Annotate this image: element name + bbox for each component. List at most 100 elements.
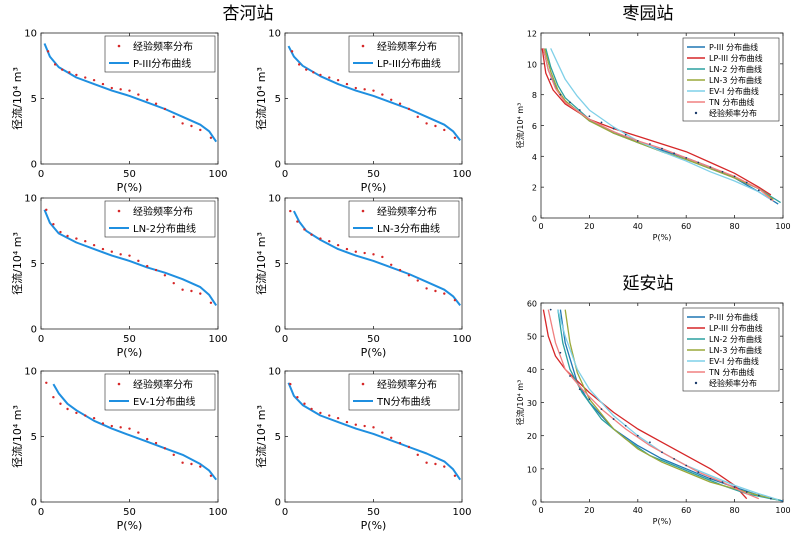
empirical-point <box>119 426 122 429</box>
series-line <box>543 48 774 201</box>
panel-xinghe-lp3: 0 50 100 0 5 10 P(%) 径流/10⁴ m³ 经验频率分布 LP-III分布曲线 <box>254 29 472 195</box>
fit-curve-line <box>52 383 217 481</box>
y-tick-label: 10 <box>24 367 37 378</box>
x-tick-label: 60 <box>681 222 691 231</box>
x-tick-label: 40 <box>633 506 643 515</box>
empirical-point <box>381 93 384 96</box>
empirical-point <box>146 264 149 268</box>
x-tick-label: 0 <box>282 169 288 180</box>
empirical-point <box>137 431 140 434</box>
y-tick-label: 4 <box>532 153 537 162</box>
empirical-point <box>363 251 366 255</box>
y-tick-label: 5 <box>31 432 37 443</box>
y-tick-label: 0 <box>31 325 37 336</box>
empirical-point <box>381 431 384 434</box>
empirical-point <box>685 156 688 159</box>
empirical-point <box>128 427 131 430</box>
legend-label: LP-III 分布曲线 <box>709 53 763 63</box>
empirical-point <box>697 161 700 164</box>
x-tick-label: 100 <box>208 169 227 180</box>
legend-empirical-marker <box>117 44 121 48</box>
empirical-point <box>119 253 122 256</box>
y-tick-label: 5 <box>31 259 37 270</box>
empirical-point <box>137 259 140 263</box>
empirical-point <box>163 107 167 111</box>
empirical-point <box>354 423 357 426</box>
panel-xinghe-tn: 0 50 100 0 5 10 P(%) 径流/10⁴ m³ 经验频率分布 TN分布曲线 <box>254 367 472 533</box>
empirical-point <box>443 128 446 132</box>
empirical-point <box>416 115 419 119</box>
empirical-point <box>770 497 772 500</box>
legend-label: EV-I 分布曲线 <box>709 86 759 96</box>
empirical-point <box>75 73 78 77</box>
legend-empirical-marker <box>117 382 121 386</box>
x-tick-label: 0 <box>282 507 288 518</box>
y-axis-label: 径流/10⁴ m³ <box>254 232 268 295</box>
legend-empirical-label: 经验频率分布 <box>133 378 193 391</box>
x-axis-label: P(%) <box>117 519 143 532</box>
y-tick-label: 5 <box>275 259 281 270</box>
y-axis-label: 径流/10⁴ m³ <box>10 405 24 468</box>
legend-label: LN-2 分布曲线 <box>709 64 762 74</box>
empirical-point <box>53 63 57 66</box>
title-zaoyuan: 枣园站 <box>623 4 674 24</box>
empirical-point <box>59 230 62 234</box>
x-axis-label: P(%) <box>361 519 387 532</box>
empirical-point <box>146 98 149 102</box>
empirical-point <box>372 253 375 256</box>
empirical-point <box>181 288 184 291</box>
empirical-point <box>416 453 419 457</box>
x-axis-label: P(%) <box>361 346 387 359</box>
empirical-point <box>319 73 322 77</box>
empirical-point <box>721 481 724 483</box>
legend-box <box>348 200 460 238</box>
x-tick-label: 0 <box>38 169 44 180</box>
legend-fit-label: TN分布曲线 <box>376 395 431 408</box>
y-tick-label: 12 <box>527 30 537 39</box>
y-tick-label: 0 <box>275 160 281 171</box>
legend-fit-label: LN-3分布曲线 <box>377 222 440 235</box>
y-axis-label: 径流/10⁴ m³ <box>10 67 24 130</box>
y-tick-label: 0 <box>532 499 537 508</box>
empirical-point <box>163 447 167 450</box>
series-line <box>541 48 772 196</box>
empirical-point <box>199 465 202 468</box>
empirical-point <box>289 382 292 386</box>
empirical-point <box>75 411 78 415</box>
empirical-point <box>199 292 202 295</box>
empirical-point <box>101 422 105 425</box>
empirical-point <box>354 250 357 253</box>
legend-label: LN-3 分布曲线 <box>709 75 762 85</box>
x-tick-label: 50 <box>367 334 380 345</box>
x-tick-label: 20 <box>584 506 594 515</box>
empirical-point <box>559 351 562 354</box>
empirical-point <box>559 93 562 96</box>
empirical-point <box>110 250 114 253</box>
empirical-point <box>398 441 402 445</box>
empirical-point <box>128 89 131 92</box>
x-tick-label: 50 <box>123 507 136 518</box>
x-tick-label: 100 <box>208 507 227 518</box>
empirical-point <box>296 220 299 223</box>
empirical-point <box>319 237 322 240</box>
empirical-point <box>336 243 340 247</box>
legend-box <box>348 373 460 411</box>
title-xinghe: 杏河站 <box>223 4 274 24</box>
empirical-point <box>336 416 340 420</box>
legend-label: P-III 分布曲线 <box>709 312 758 322</box>
empirical-point <box>172 453 175 457</box>
empirical-point <box>61 68 64 71</box>
legend-empirical-marker <box>361 209 365 213</box>
legend-label: EV-I 分布曲线 <box>709 356 759 366</box>
empirical-point <box>416 279 419 282</box>
empirical-point <box>578 388 581 391</box>
legend-label: LN-3 分布曲线 <box>709 345 762 355</box>
legend-empirical-marker <box>361 44 365 48</box>
empirical-point <box>588 398 591 401</box>
legend-empirical-label: 经验频率分布 <box>709 378 757 388</box>
empirical-point <box>363 88 366 91</box>
empirical-point <box>390 263 393 267</box>
empirical-point <box>600 121 603 124</box>
empirical-point <box>443 292 446 295</box>
